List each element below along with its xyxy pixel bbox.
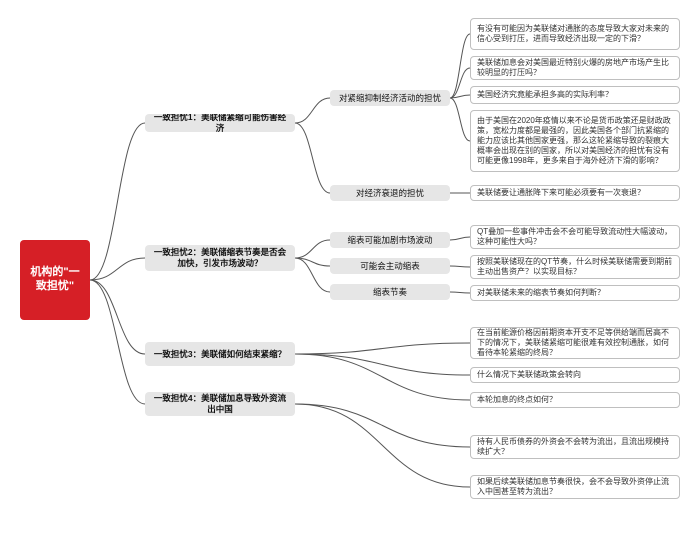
node-w1b: 对经济衰退的担忧 — [330, 185, 450, 201]
edge-w2c-L8 — [450, 292, 470, 293]
edge-w3-L9 — [295, 343, 470, 354]
node-w2c: 缩表节奏 — [330, 284, 450, 300]
edge-root-w4 — [90, 280, 145, 404]
node-w2a: 缩表可能加剧市场波动 — [330, 232, 450, 248]
edge-w2b-L7 — [450, 266, 470, 267]
node-w1: 一致担忧1：美联储紧缩可能伤害经济 — [145, 114, 295, 132]
edge-w2-w2a — [295, 240, 330, 258]
node-L1: 有没有可能因为美联储对通胀的态度导致大家对未来的信心受到打压，进而导致经济出现一… — [470, 18, 680, 50]
edge-w4-L12 — [295, 404, 470, 447]
mindmap-canvas: 机构的"一致担忧" 一致担忧1：美联储紧缩可能伤害经济一致担忧2：美联储缩表节奏是… — [0, 0, 700, 560]
node-L9: 在当前能源价格因前期资本开支不足等供给端而居高不下的情况下，美联储紧缩可能很难有… — [470, 327, 680, 359]
edge-w1a-L1 — [450, 34, 470, 98]
node-L11: 本轮加息的终点如何？ — [470, 392, 680, 408]
edge-root-w2 — [90, 258, 145, 280]
node-L7: 按照美联储现在的QT节奏，什么时候美联储需要到期前主动出售资产？以实现目标？ — [470, 255, 680, 279]
node-L5: 美联储要让通胀降下来可能必须要有一次衰退？ — [470, 185, 680, 201]
node-w1a: 对紧缩抑制经济活动的担忧 — [330, 90, 450, 106]
node-root: 机构的"一致担忧" — [20, 240, 90, 320]
edge-w3-L11 — [295, 354, 470, 400]
edge-w1-w1b — [295, 123, 330, 193]
node-w4: 一致担忧4：美联储加息导致外资流出中国 — [145, 392, 295, 416]
node-L6: QT叠加一些事件冲击会不会可能导致流动性大幅波动，这种可能性大吗？ — [470, 225, 680, 249]
edge-root-w1 — [90, 123, 145, 280]
node-L12: 持有人民币债券的外资会不会转为流出，且流出规模持续扩大？ — [470, 435, 680, 459]
node-w2: 一致担忧2：美联储缩表节奏是否会加快，引发市场波动？ — [145, 245, 295, 271]
node-L3: 美国经济究竟能承担多高的实际利率？ — [470, 86, 680, 104]
node-w2b: 可能会主动缩表 — [330, 258, 450, 274]
node-L8: 对美联储未来的缩表节奏如何判断？ — [470, 285, 680, 301]
edge-w2-w2c — [295, 258, 330, 292]
node-L2: 美联储加息会对美国最近特别火爆的房地产市场产生比较明显的打压吗？ — [470, 56, 680, 80]
node-L4: 由于美国在2020年疫情以来不论是货币政策还是财政政策，宽松力度都是最强的，因此… — [470, 110, 680, 172]
node-L10: 什么情况下美联储政策会转向 — [470, 367, 680, 383]
node-L13: 如果后续美联储加息节奏很快，会不会导致外资停止流入中国甚至转为流出？ — [470, 475, 680, 499]
edge-w3-L10 — [295, 354, 470, 375]
edge-w1a-L4 — [450, 98, 470, 141]
edge-w1-w1a — [295, 98, 330, 123]
edge-w2a-L6 — [450, 237, 470, 240]
node-w3: 一致担忧3：美联储如何结束紧缩？ — [145, 342, 295, 366]
edge-w1a-L2 — [450, 68, 470, 98]
